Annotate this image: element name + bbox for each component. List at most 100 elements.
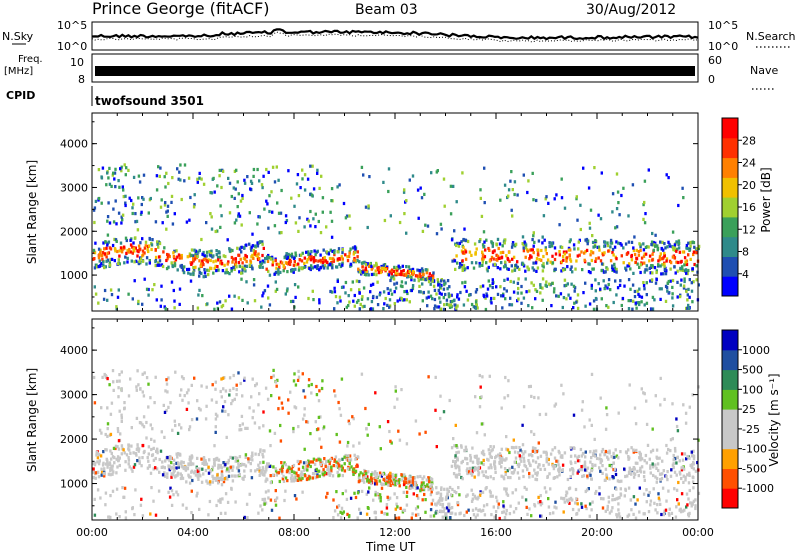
range-cell [111,173,114,177]
range-cell [358,260,361,264]
range-cell [434,511,437,515]
x-tick-label: 16:00 [480,526,512,539]
range-cell [435,445,438,449]
range-cell [123,401,126,405]
range-cell [114,167,117,171]
range-cell [432,514,436,518]
range-cell [685,271,688,275]
freq-tick-top: 10 [70,56,84,69]
range-cell [119,167,122,171]
range-cell [171,176,174,180]
range-cell [481,470,484,474]
range-cell [146,466,150,470]
range-cell [527,385,531,389]
range-cell [154,466,157,470]
range-cell [634,516,638,520]
range-cell [104,462,108,466]
range-cell [137,262,141,266]
range-cell [324,464,327,468]
range-cell [542,254,545,259]
range-cell [652,240,655,245]
range-cell [482,230,486,234]
range-cell [522,296,526,300]
range-cell [279,260,283,264]
range-cell [597,256,600,260]
range-cell [353,491,356,495]
range-cell [278,396,281,400]
range-cell [509,476,512,480]
range-cell [92,248,96,252]
range-cell [112,470,115,474]
range-cell [692,449,695,453]
range-cell [170,503,174,507]
range-cell [193,248,196,252]
range-cell [479,238,482,242]
range-cell [264,490,268,494]
range-cell [612,461,615,465]
range-cell [216,255,220,259]
range-cell [125,238,128,243]
range-cell [683,279,686,284]
range-cell [593,166,596,170]
range-cell [435,170,438,174]
range-cell [216,473,219,477]
range-cell [434,408,437,412]
range-cell [93,206,97,210]
range-cell [448,485,452,490]
range-cell [216,184,219,188]
range-cell [180,263,183,268]
range-cell [154,375,157,379]
range-cell [210,227,214,231]
range-cell [382,307,385,311]
range-cell [383,512,386,516]
range-cell [176,268,179,272]
range-cell [188,425,192,429]
range-cell [143,449,146,453]
range-cell [141,443,145,448]
range-cell [343,462,346,466]
range-cell [205,385,208,389]
range-cell [455,451,458,455]
range-cell [301,465,305,469]
range-cell [485,475,488,479]
range-cell [452,437,455,441]
range-cell [623,494,626,498]
range-cell [441,515,444,519]
range-cell [553,476,556,480]
range-cell [110,464,113,469]
range-cell [394,385,397,389]
range-cell [580,505,584,509]
range-cell [364,205,368,209]
range-cell [176,167,179,171]
range-cell [681,267,684,271]
x-tick-label: 00:00 [682,526,714,539]
range-cell [331,257,335,261]
range-cell [335,464,338,468]
range-cell [240,250,243,254]
range-cell [321,260,325,265]
range-cell [608,463,611,468]
range-cell [591,463,594,467]
range-cell [157,245,160,249]
range-cell [488,374,491,378]
range-cell [96,265,99,269]
range-cell [254,250,257,254]
range-cell [243,245,246,250]
range-cell [521,235,525,239]
range-cell [237,371,240,375]
range-cell [600,297,603,301]
range-cell [684,475,687,479]
range-cell [369,482,373,486]
range-cell [594,463,597,467]
range-cell [333,286,336,290]
range-cell [378,474,381,478]
range-cell [367,422,370,426]
range-cell [356,455,359,459]
range-cell [491,241,495,246]
range-cell [293,471,296,475]
range-cell [440,292,443,296]
range-cell [178,287,182,291]
range-cell [687,512,690,516]
colorbar-tick-label: 28 [742,134,756,147]
range-cell [491,278,494,282]
